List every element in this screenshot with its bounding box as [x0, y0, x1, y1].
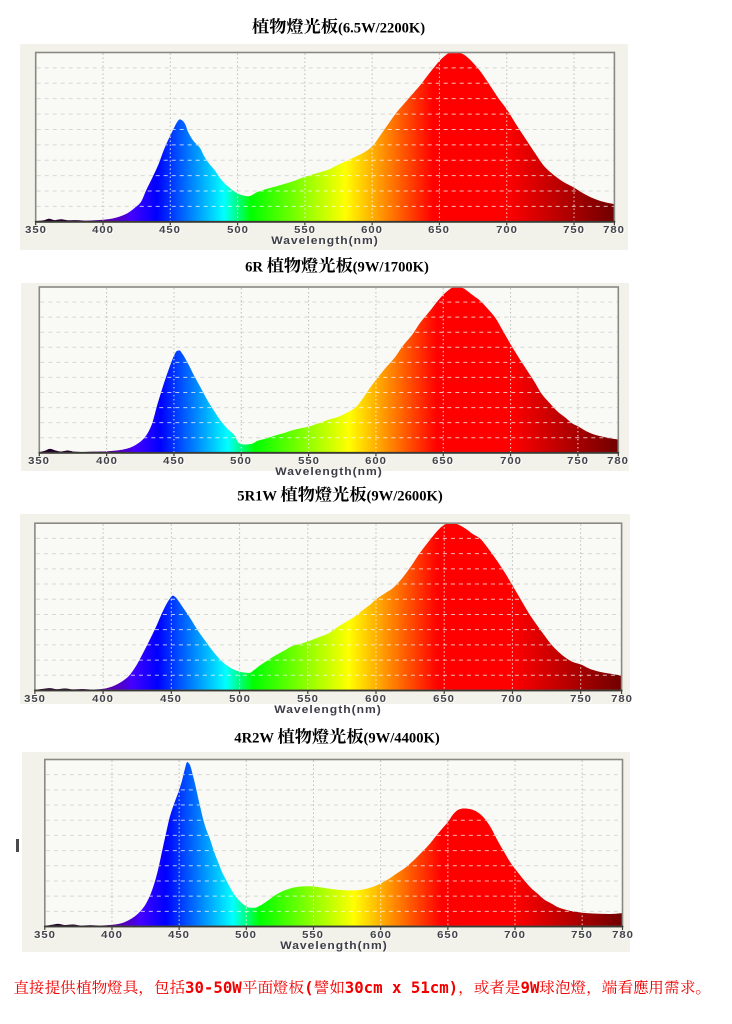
x-tick-label: 650 [428, 224, 451, 237]
x-tick-label: 500 [235, 929, 258, 941]
x-tick-label: 350 [28, 455, 51, 468]
x-tick-label: 600 [365, 693, 387, 705]
x-tick-label: 450 [160, 693, 183, 705]
spectrum-plot-3 [34, 522, 623, 694]
chart-3-title: 5R1W 植物燈光板(9W/2600K) [237, 488, 443, 504]
footer-segment-cjk: ，或者是 [458, 979, 521, 997]
x-tick-label: 500 [228, 693, 251, 705]
x-tick-label: 500 [230, 455, 253, 468]
x-tick-label: 750 [563, 224, 585, 237]
spectrum-plot-4 [43, 758, 624, 930]
x-tick-label: 450 [168, 929, 191, 941]
x-tick-label: 700 [501, 693, 524, 705]
x-tick-label: 650 [433, 693, 456, 705]
x-tick-label: 400 [101, 929, 123, 941]
footer-note: 直接提供植物燈具，包括30-50W平面燈板(譬如30cm x 51cm)，或者是… [13, 977, 711, 997]
x-tick-label: 550 [297, 455, 320, 468]
footer-segment-cjk: 直接提供植物燈具，包括 [13, 979, 186, 997]
chart-1: 350 400 450 500 550 600 650 700 750 780 Wavelength… [20, 44, 628, 250]
chart-2: 350 400 450 500 550 600 650 700 750 780 Wavelength… [21, 283, 630, 478]
x-tick-label: 750 [571, 929, 594, 941]
x-tick-label: 780 [611, 929, 634, 941]
footer-segment-mono: 30-50W [185, 977, 242, 997]
x-tick-label: 700 [495, 224, 518, 237]
x-axis-title: Wavelength(nm) [274, 704, 383, 716]
chart-4-title: 4R2W 植物燈光板(9W/4400K) [234, 730, 440, 746]
x-tick-label: 350 [23, 693, 46, 705]
footer-segment-cjk: 譬如 [313, 979, 345, 997]
x-tick-label: 700 [499, 455, 522, 468]
x-tick-label: 780 [607, 455, 630, 468]
x-tick-label: 550 [296, 693, 319, 705]
x-tick-label: 780 [610, 693, 633, 705]
x-tick-label: 350 [33, 929, 56, 941]
x-tick-label: 600 [369, 929, 392, 941]
chart-3: 350 400 450 500 550 600 650 700 750 780 Wavelength… [20, 514, 633, 716]
x-axis-title: Wavelength(nm) [279, 940, 388, 952]
x-tick-label: 550 [302, 929, 325, 941]
x-tick-label: 600 [361, 224, 384, 237]
x-tick-label: 650 [436, 929, 459, 941]
spectrum-plot-1 [34, 51, 616, 226]
footer-segment-cjk: 平面燈板 [241, 979, 305, 997]
x-tick-label: 500 [226, 224, 249, 237]
spectrum-plot-2 [38, 286, 620, 457]
x-tick-label: 550 [293, 224, 316, 237]
x-tick-label: 450 [163, 455, 185, 468]
chart-2-title: 6R 植物燈光板(9W/1700K) [245, 259, 429, 275]
y-axis-label-mark [16, 839, 19, 852]
chart-1-title: 植物燈光板(6.5W/2200K) [251, 20, 426, 37]
footer-segment-cjk: 球泡燈，端看應用需求。 [539, 979, 711, 997]
x-tick-label: 350 [24, 224, 47, 237]
x-tick-label: 600 [364, 455, 387, 468]
x-tick-label: 750 [566, 455, 589, 468]
footer-segment-mono: 30cm x 51cm) [344, 977, 459, 997]
footer-segment-mono: 9W [520, 977, 540, 997]
x-axis-title: Wavelength(nm) [271, 235, 379, 248]
x-tick-label: 450 [159, 224, 182, 237]
x-tick-label: 700 [504, 929, 526, 941]
footer-segment-mono: ( [304, 977, 314, 997]
x-tick-label: 780 [603, 224, 626, 237]
x-axis-title: Wavelength(nm) [275, 466, 383, 479]
chart-4: 350 400 450 500 550 600 650 700 750 780 Wavelength… [16, 752, 632, 952]
x-tick-label: 650 [432, 455, 455, 468]
x-tick-label: 400 [95, 455, 118, 468]
x-tick-label: 400 [92, 693, 115, 705]
x-tick-label: 750 [569, 693, 592, 705]
x-tick-label: 400 [92, 224, 114, 237]
